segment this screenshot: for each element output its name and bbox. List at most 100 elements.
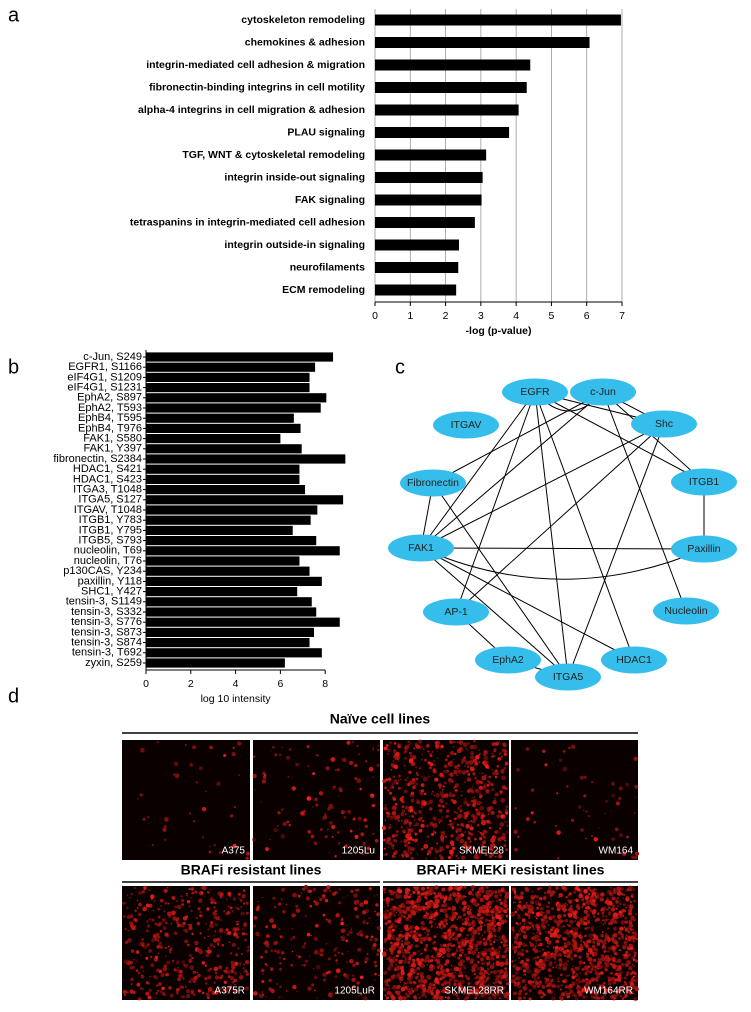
cell-signal	[261, 991, 264, 993]
cell-signal	[445, 922, 448, 925]
cell-signal	[458, 927, 460, 929]
cell-signal	[188, 905, 191, 908]
cell-signal	[531, 890, 534, 893]
cell-signal	[429, 915, 433, 920]
cell-signal	[600, 995, 605, 1000]
network-node	[631, 410, 697, 438]
category-label: tensin-3, S873	[71, 626, 142, 638]
cell-signal	[454, 911, 457, 915]
cell-signal	[535, 946, 537, 948]
cell-signal	[590, 926, 595, 930]
cell-signal	[559, 988, 562, 991]
cell-signal	[475, 808, 478, 811]
cell-signal	[583, 985, 586, 988]
cell-signal	[357, 947, 362, 952]
cell-signal	[160, 904, 162, 907]
cell-signal	[403, 818, 409, 824]
cell-signal	[478, 920, 483, 925]
cell-signal	[344, 810, 347, 813]
cell-signal	[409, 965, 412, 968]
category-label: integrin inside-out signaling	[224, 171, 365, 183]
cell-signal	[470, 833, 474, 837]
cell-signal	[163, 825, 167, 828]
cell-signal	[244, 986, 249, 991]
cell-signal	[525, 957, 528, 960]
cell-signal	[435, 744, 437, 746]
cell-signal	[331, 835, 334, 838]
bar	[375, 127, 510, 138]
cell-signal	[231, 752, 236, 757]
cell-signal	[571, 975, 576, 980]
cell-signal	[330, 824, 336, 830]
cell-signal	[635, 913, 637, 915]
cell-signal	[245, 932, 248, 936]
cell-signal	[186, 994, 191, 999]
cell-signal	[578, 993, 582, 997]
cell-signal	[325, 971, 329, 975]
x-tick-label: 4	[233, 678, 239, 690]
cell-signal	[421, 753, 424, 755]
cell-signal	[388, 889, 392, 893]
cell-signal	[223, 910, 226, 913]
cell-signal	[420, 921, 425, 925]
cell-signal	[219, 895, 223, 899]
cell-signal	[453, 769, 458, 775]
cell-signal	[265, 934, 270, 938]
cell-signal	[401, 795, 404, 799]
bar	[375, 284, 457, 296]
cell-signal	[493, 940, 496, 944]
cell-signal	[338, 888, 341, 891]
cell-signal	[628, 943, 632, 947]
cell-signal	[412, 958, 416, 962]
network-edge	[455, 391, 536, 613]
category-label: ITGAV, T1048	[74, 504, 142, 516]
cell-signal	[457, 807, 460, 810]
category-label: cytoskeleton remodeling	[241, 14, 365, 26]
cell-signal	[326, 885, 331, 890]
cell-signal	[450, 835, 454, 838]
cell-signal	[448, 916, 453, 920]
cell-signal	[485, 849, 489, 854]
cell-signal	[465, 934, 468, 936]
cell-signal	[138, 912, 142, 917]
cell-signal	[358, 995, 360, 997]
cell-signal	[512, 932, 514, 935]
cell-signal	[482, 979, 487, 984]
cell-signal	[273, 828, 278, 833]
cell-signal	[448, 823, 450, 826]
cell-signal	[383, 915, 388, 920]
cell-signal	[340, 810, 345, 815]
cell-signal	[544, 981, 548, 984]
cell-signal	[538, 950, 541, 953]
cell-signal	[188, 887, 191, 891]
cell-signal	[208, 850, 212, 854]
cell-signal	[238, 932, 241, 935]
cell-signal	[477, 967, 481, 971]
cell-signal	[503, 839, 505, 841]
cell-signal	[543, 957, 548, 962]
cell-signal	[611, 781, 615, 786]
cell-signal	[404, 748, 408, 752]
cell-signal	[592, 940, 596, 944]
cell-signal	[525, 925, 530, 931]
cell-signal	[475, 756, 478, 760]
cell-signal	[564, 918, 569, 923]
cell-signal	[531, 973, 537, 979]
cell-signal	[513, 892, 517, 895]
cell-signal	[530, 811, 534, 815]
cell-signal	[395, 958, 399, 962]
cell-signal	[435, 980, 440, 984]
cell-signal	[415, 771, 418, 774]
cell-signal	[512, 901, 515, 904]
cell-signal	[404, 936, 409, 941]
cell-signal	[430, 959, 433, 963]
cell-signal	[183, 995, 186, 999]
cell-signal	[634, 983, 637, 985]
cell-signal	[400, 933, 402, 935]
cell-signal	[142, 970, 145, 972]
cell-signal	[484, 760, 489, 765]
cell-signal	[445, 802, 448, 805]
cell-signal	[413, 981, 415, 983]
cell-signal	[307, 765, 309, 767]
cell-signal	[346, 933, 349, 936]
